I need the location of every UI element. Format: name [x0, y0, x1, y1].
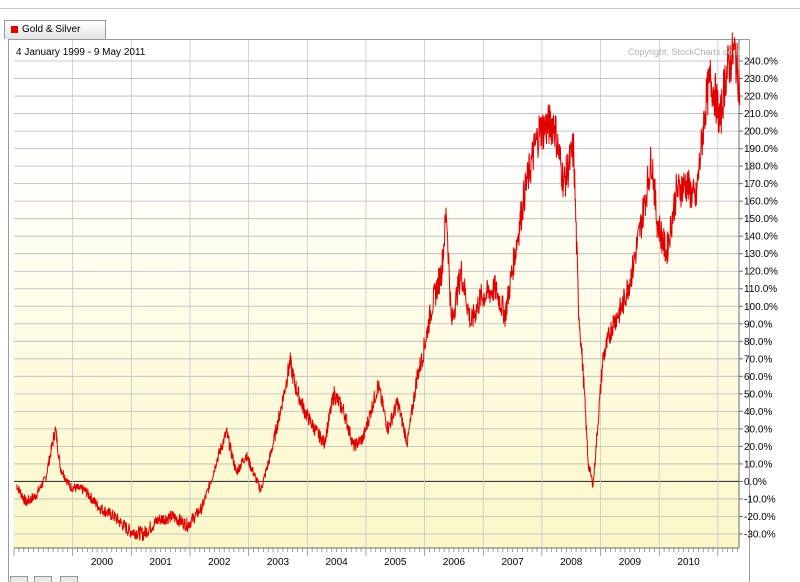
y-tick-label: 240.0% — [744, 57, 778, 68]
y-tick-label: 200.0% — [744, 127, 778, 138]
legend-tab[interactable]: Gold & Silver — [4, 20, 106, 39]
y-tick-label: -30.0% — [744, 529, 776, 540]
y-tick-label: -10.0% — [744, 494, 776, 505]
x-tick-label: 2005 — [384, 557, 407, 568]
x-tick-label: 2010 — [677, 557, 700, 568]
scroll-button[interactable] — [60, 576, 78, 582]
x-tick-label: 2009 — [619, 557, 642, 568]
y-tick-label: 110.0% — [744, 284, 777, 295]
top-divider — [0, 8, 800, 9]
y-tick-label: 160.0% — [744, 197, 778, 208]
y-tick-label: 130.0% — [744, 249, 778, 260]
y-tick-label: 0.0% — [744, 477, 767, 488]
x-tick-label: 2004 — [325, 557, 348, 568]
series-line-gold-silver — [16, 32, 741, 541]
y-tick-label: 60.0% — [744, 372, 772, 383]
y-tick-label: 20.0% — [744, 442, 772, 453]
legend-swatch — [11, 26, 18, 33]
grid-layer — [14, 40, 743, 549]
y-tick-label: 220.0% — [744, 92, 778, 103]
x-tick-label: 2007 — [501, 557, 524, 568]
y-tick-label: 90.0% — [744, 319, 772, 330]
x-tick-label: 2000 — [91, 557, 114, 568]
y-tick-label: 120.0% — [744, 267, 778, 278]
y-tick-label: 100.0% — [744, 302, 778, 313]
x-tick-label: 2008 — [560, 557, 583, 568]
x-tick-label: 2002 — [208, 557, 231, 568]
x-tick-label: 2003 — [267, 557, 290, 568]
x-tick-label: 2006 — [443, 557, 466, 568]
y-tick-label: 230.0% — [744, 74, 778, 85]
scroll-button[interactable] — [10, 576, 28, 582]
legend-label: Gold & Silver — [22, 24, 81, 35]
copyright-notice: Copyright, StockCharts.com — [627, 47, 740, 57]
y-tick-label: 10.0% — [744, 459, 772, 470]
x-tick-marks — [13, 548, 738, 556]
y-tick-label: -20.0% — [744, 512, 776, 523]
date-range: 4 January 1999 - 9 May 2011 — [16, 47, 146, 58]
y-tick-label: 210.0% — [744, 109, 778, 120]
series-layer — [16, 32, 741, 541]
y-tick-label: 140.0% — [744, 232, 778, 243]
y-tick-label: 50.0% — [744, 389, 772, 400]
x-tick-labels: 2000 2001 2002 2003 2004 2005 2006 2007 2008 2009… — [91, 557, 700, 568]
y-tick-label: 30.0% — [744, 424, 772, 435]
y-tick-label: 170.0% — [744, 179, 778, 190]
plot-background — [14, 40, 739, 548]
y-tick-label: 150.0% — [744, 214, 778, 225]
y-tick-label: 70.0% — [744, 354, 772, 365]
y-tick-label: 180.0% — [744, 162, 778, 173]
y-tick-label: 190.0% — [744, 144, 778, 155]
scroll-button[interactable] — [34, 576, 52, 582]
y-tick-label: 80.0% — [744, 337, 772, 348]
chart-scroll-controls[interactable] — [10, 576, 100, 582]
y-tick-labels: -30.0% -20.0% -10.0% 0.0% 10.0% 20.0% 30.0% 40.… — [744, 57, 778, 541]
y-tick-label: 40.0% — [744, 407, 772, 418]
x-tick-label: 2001 — [150, 557, 173, 568]
